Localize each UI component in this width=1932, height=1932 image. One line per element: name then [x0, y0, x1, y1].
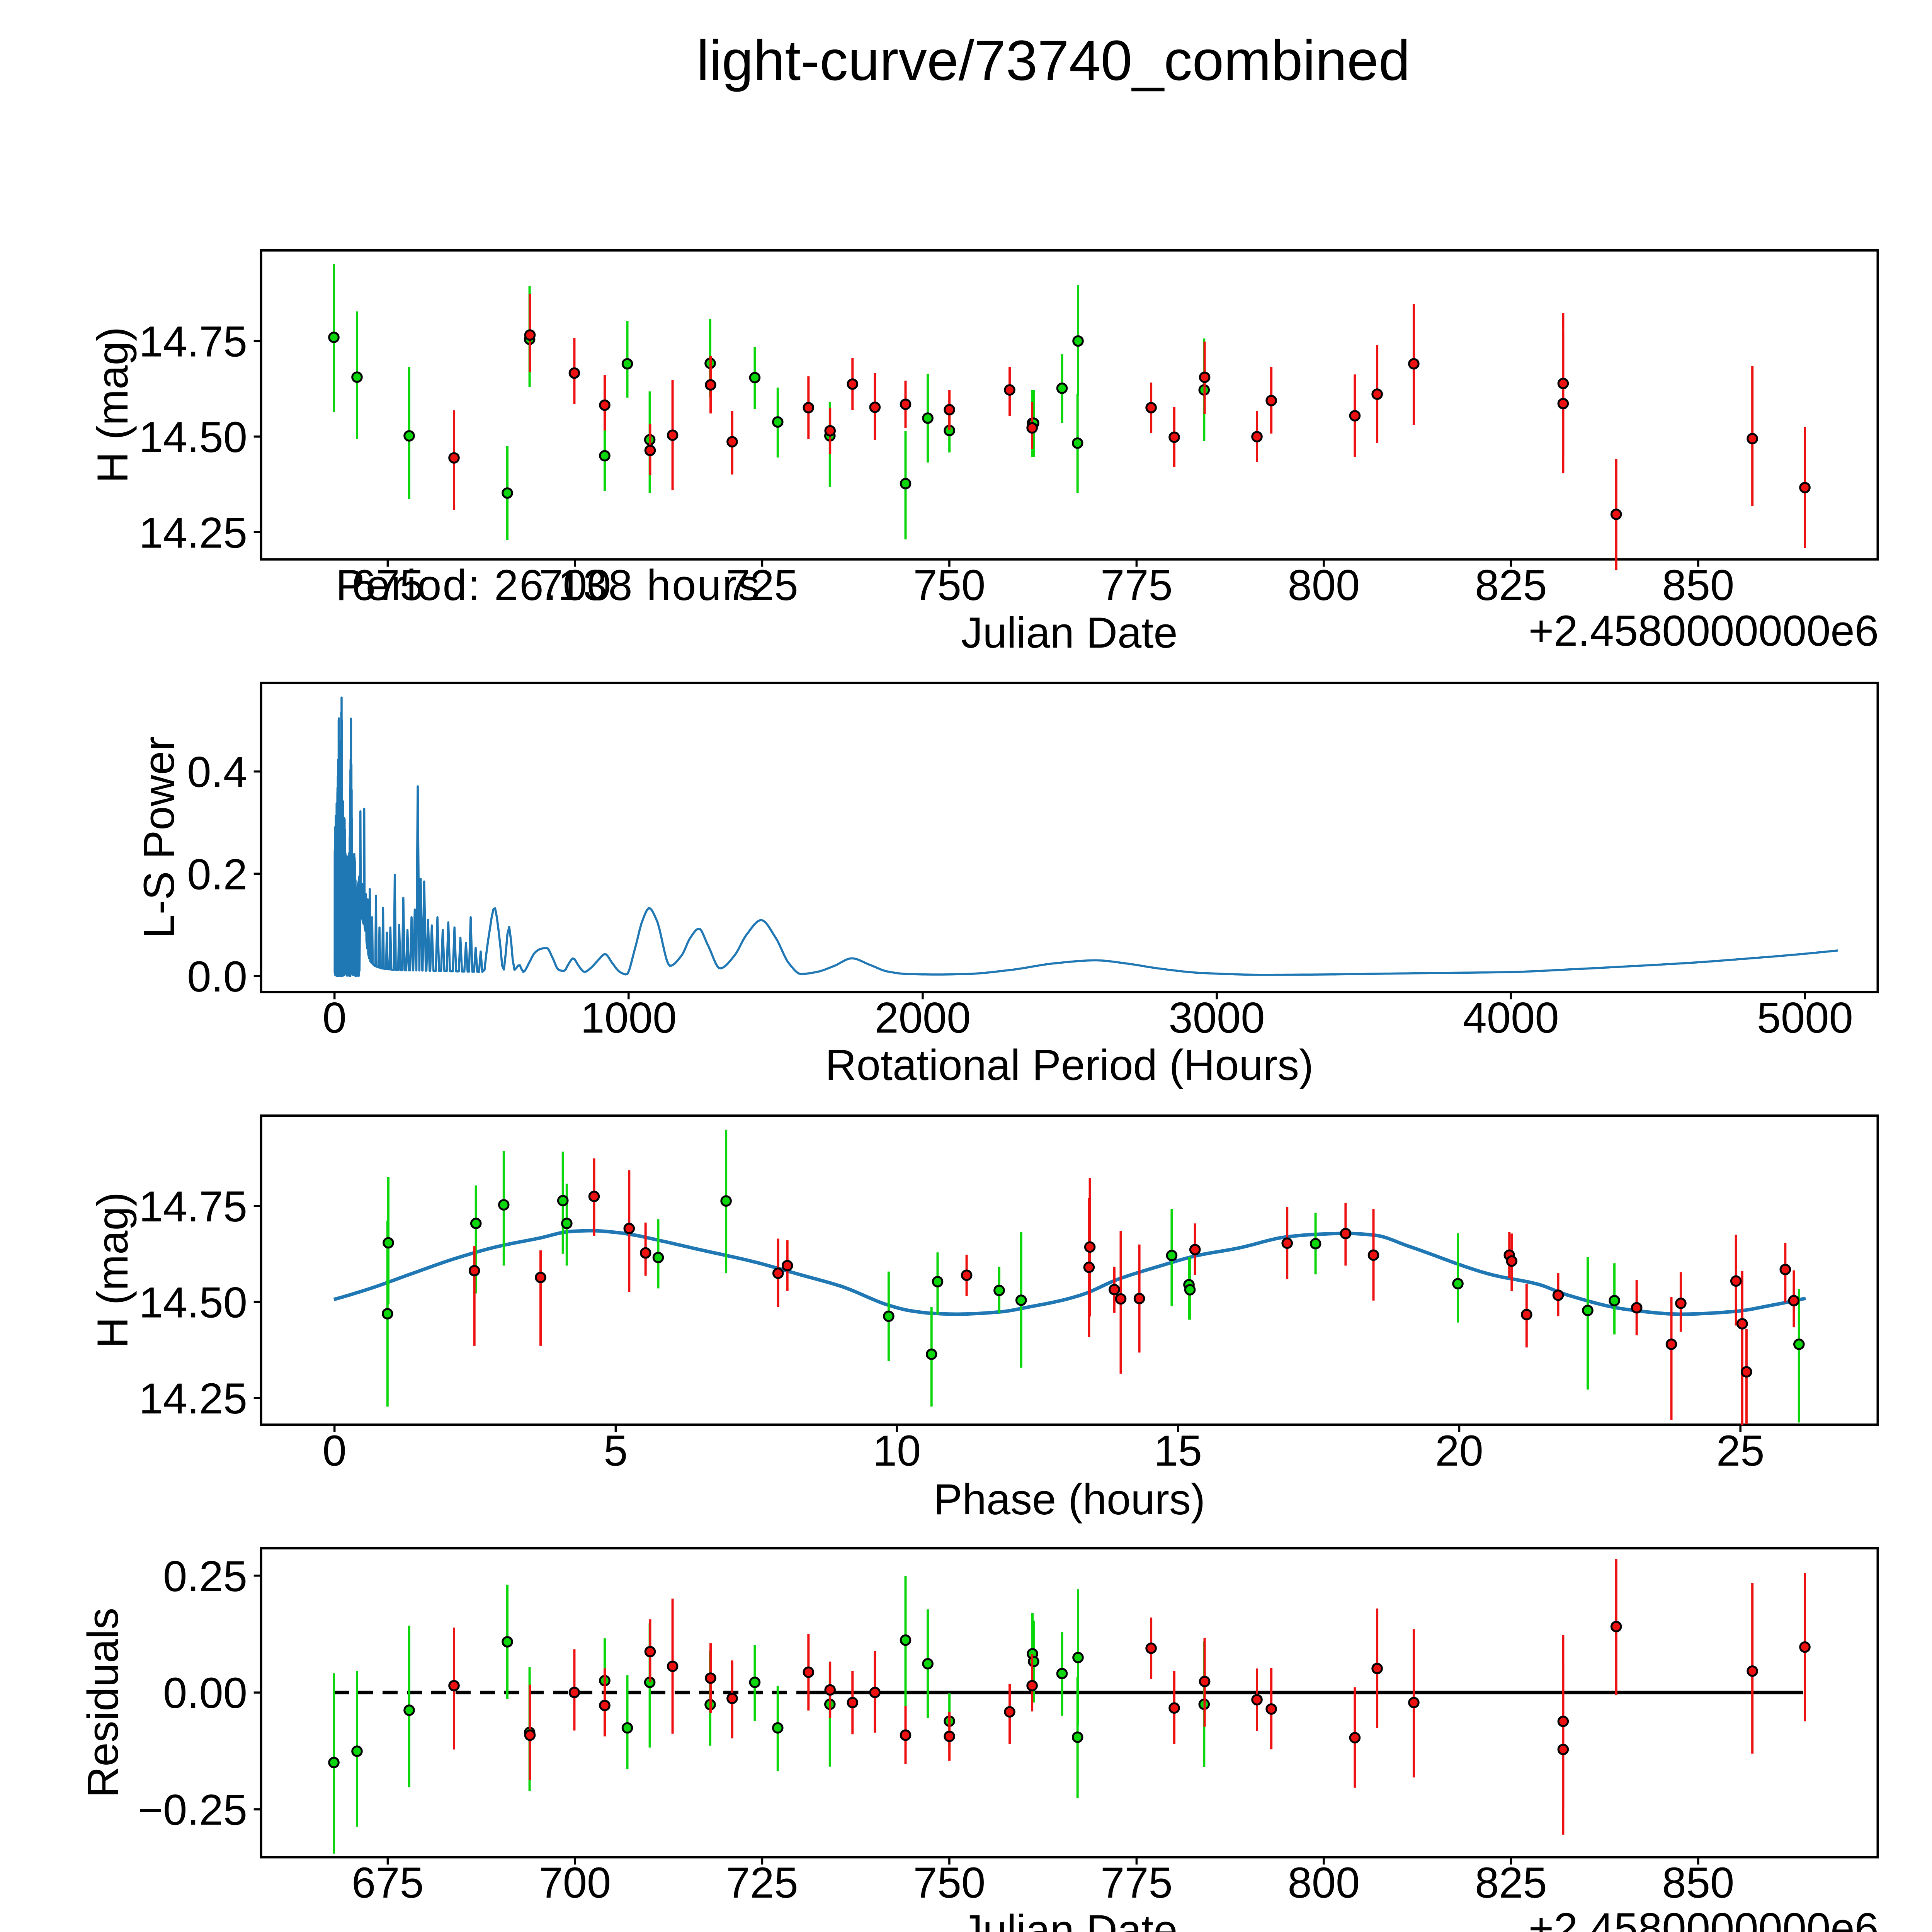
svg-text:Period: 26.138 hours: Period: 26.138 hours [336, 561, 761, 609]
svg-text:L-S Power: L-S Power [135, 736, 183, 939]
svg-text:775: 775 [1100, 561, 1173, 609]
svg-text:0: 0 [323, 994, 347, 1042]
svg-text:3000: 3000 [1168, 994, 1265, 1042]
svg-text:Phase (hours): Phase (hours) [934, 1475, 1205, 1524]
svg-text:0: 0 [323, 1427, 347, 1475]
svg-text:825: 825 [1475, 1859, 1547, 1907]
svg-text:1000: 1000 [580, 994, 677, 1042]
svg-text:Rotational Period (Hours): Rotational Period (Hours) [825, 1041, 1314, 1089]
svg-text:H (mag): H (mag) [88, 327, 137, 483]
svg-text:0.00: 0.00 [163, 1669, 247, 1717]
svg-text:H (mag): H (mag) [88, 1192, 137, 1348]
svg-text:14.50: 14.50 [139, 413, 247, 461]
svg-text:15: 15 [1154, 1427, 1202, 1475]
svg-text:0.25: 0.25 [163, 1552, 247, 1600]
svg-text:800: 800 [1287, 1859, 1360, 1907]
svg-text:775: 775 [1100, 1859, 1173, 1907]
svg-text:5000: 5000 [1757, 994, 1853, 1042]
svg-text:0.4: 0.4 [187, 748, 247, 796]
svg-text:700: 700 [539, 1859, 611, 1907]
svg-text:Residuals: Residuals [79, 1608, 127, 1798]
svg-text:14.25: 14.25 [139, 509, 247, 557]
svg-text:20: 20 [1435, 1427, 1483, 1475]
svg-text:−0.25: −0.25 [138, 1786, 247, 1834]
svg-text:850: 850 [1662, 1859, 1734, 1907]
svg-text:825: 825 [1475, 561, 1547, 609]
svg-text:800: 800 [1287, 561, 1360, 609]
svg-text:675: 675 [352, 561, 424, 609]
svg-text:5: 5 [604, 1427, 628, 1475]
svg-text:750: 750 [913, 1859, 985, 1907]
svg-text:Julian Date: Julian Date [961, 609, 1177, 657]
svg-text:700: 700 [539, 561, 611, 609]
svg-text:4000: 4000 [1463, 994, 1559, 1042]
svg-text:2000: 2000 [874, 994, 971, 1042]
svg-text:750: 750 [913, 561, 985, 609]
svg-text:0.0: 0.0 [187, 952, 247, 1001]
svg-text:14.50: 14.50 [139, 1278, 247, 1327]
svg-text:25: 25 [1716, 1427, 1765, 1475]
svg-text:14.25: 14.25 [139, 1374, 247, 1423]
svg-text:+2.4580000000e6: +2.4580000000e6 [1529, 607, 1879, 655]
svg-text:14.75: 14.75 [139, 1182, 247, 1231]
svg-text:+2.4580000000e6: +2.4580000000e6 [1529, 1904, 1879, 1932]
svg-text:Julian Date: Julian Date [961, 1906, 1177, 1932]
svg-text:14.75: 14.75 [139, 318, 247, 366]
svg-text:0.2: 0.2 [187, 850, 247, 898]
svg-text:light-curve/73740_combined: light-curve/73740_combined [697, 29, 1410, 92]
svg-text:725: 725 [726, 561, 798, 609]
svg-text:675: 675 [352, 1859, 424, 1907]
svg-text:725: 725 [726, 1859, 798, 1907]
svg-text:850: 850 [1662, 561, 1734, 609]
svg-text:10: 10 [873, 1427, 921, 1475]
